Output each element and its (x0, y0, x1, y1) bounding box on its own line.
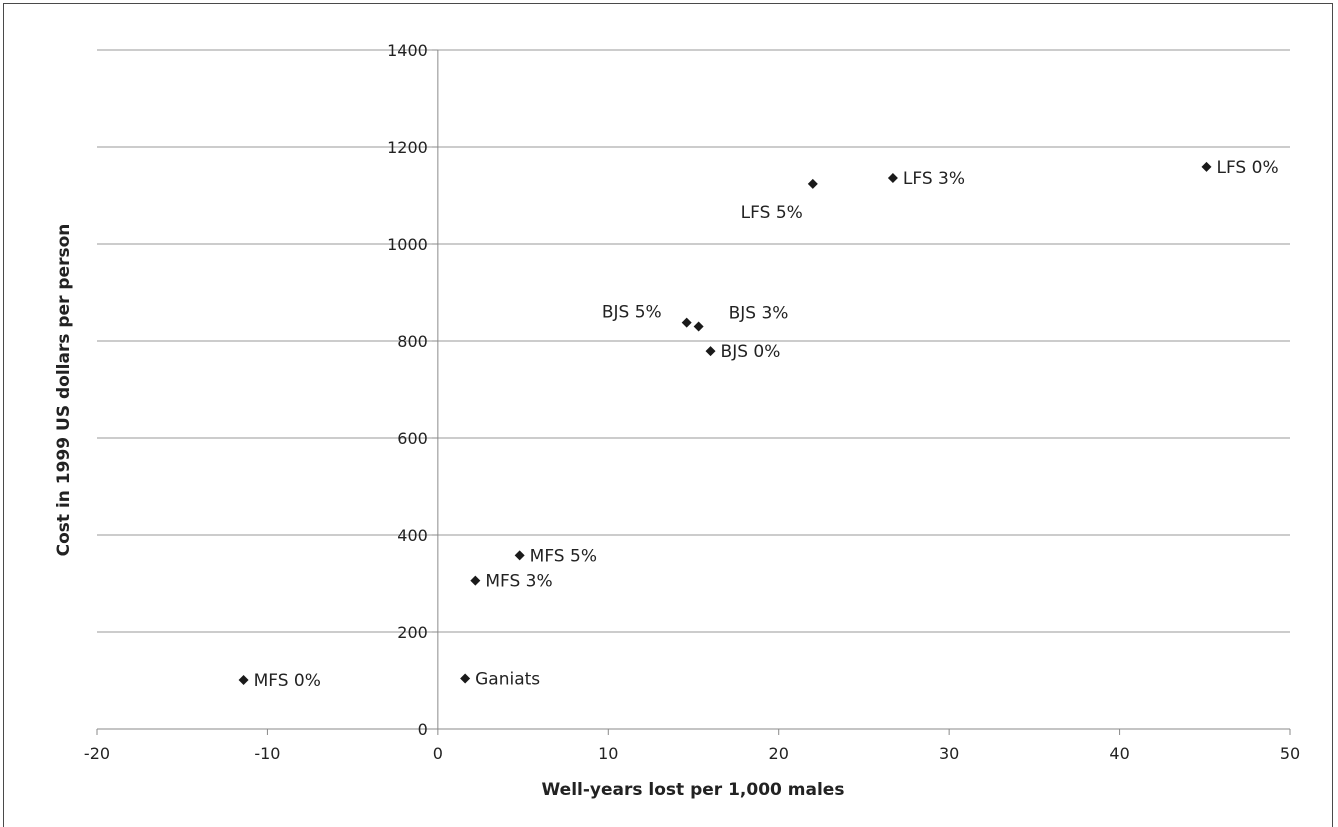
x-tick-label: -10 (254, 744, 280, 763)
data-point-marker (705, 346, 716, 357)
x-tick-label: 0 (433, 744, 443, 763)
gridlines (97, 49, 1290, 633)
y-tick-label: 800 (397, 332, 428, 351)
data-point-label: MFS 3% (485, 572, 552, 592)
y-tick-label: 200 (397, 623, 428, 642)
data-point-marker (887, 173, 898, 184)
data-point-label: MFS 5% (530, 546, 597, 566)
tick-labels: -20 -10 0 10 20 30 40 50 0 200 400 600 800 1000 1200 14… (84, 41, 1300, 763)
y-tick-label: 600 (397, 429, 428, 448)
x-tick-label: 40 (1109, 744, 1129, 763)
data-point-label: BJS 0% (721, 342, 781, 362)
x-tick-label: 10 (598, 744, 618, 763)
data-point-marker (693, 321, 704, 332)
y-axis-title: Cost in 1999 US dollars per person (54, 224, 74, 557)
y-tick-label: 1200 (387, 138, 428, 157)
chart-frame (3, 3, 1333, 827)
data-point-marker (1201, 161, 1212, 172)
data-points (238, 161, 1212, 686)
data-point-marker (460, 673, 471, 684)
data-point-label: Ganiats (475, 670, 540, 690)
axes (96, 49, 1291, 735)
x-tick-label: 30 (939, 744, 959, 763)
y-tick-label: 400 (397, 526, 428, 545)
y-tick-label: 1400 (387, 41, 428, 60)
data-point-marker (238, 675, 249, 686)
data-point-label: MFS 0% (254, 671, 321, 691)
data-point-label: LFS 5% (741, 203, 803, 223)
point-labels: LFS 0% LFS 3% LFS 5% BJS 5% BJS 3% BJS 0% MFS … (254, 158, 1279, 691)
x-tick-label: 20 (769, 744, 789, 763)
y-tick-label: 0 (418, 720, 428, 739)
x-tick-label: 50 (1280, 744, 1300, 763)
data-point-marker (807, 178, 818, 189)
x-axis-title: Well-years lost per 1,000 males (542, 780, 845, 800)
data-point-marker (681, 317, 692, 328)
data-point-label: LFS 0% (1216, 158, 1278, 178)
data-point-marker (470, 575, 481, 586)
data-point-label: BJS 3% (729, 303, 789, 323)
data-point-label: LFS 3% (903, 169, 965, 189)
x-tick-label: -20 (84, 744, 110, 763)
data-point-marker (514, 550, 525, 561)
data-point-label: BJS 5% (602, 303, 662, 323)
y-tick-label: 1000 (387, 235, 428, 254)
